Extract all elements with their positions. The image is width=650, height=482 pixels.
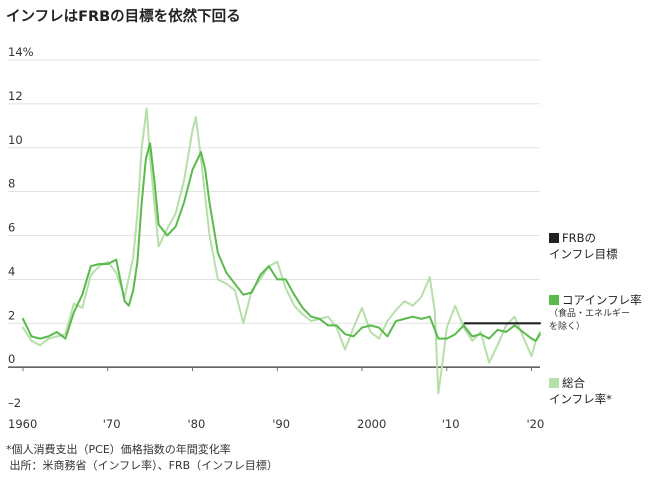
headline-inflation-line xyxy=(22,107,541,395)
footnote-definition: *個人消費支出（PCE）価格指数の年間変化率 xyxy=(6,443,231,456)
legend-label-frb-1: FRBの xyxy=(562,231,596,245)
grid-lines xyxy=(8,59,540,372)
x-tick-label: 1960 xyxy=(8,417,37,431)
y-tick-label: 6 xyxy=(8,221,15,235)
chart-title: インフレはFRBの目標を依然下回る xyxy=(6,9,241,25)
legend-swatch-core xyxy=(549,295,559,305)
legend-sub-core-1: （食品・エネルギー xyxy=(549,309,631,319)
y-tick-label: 4 xyxy=(8,264,15,278)
x-tick-label: '80 xyxy=(188,417,206,431)
x-tick-label: '70 xyxy=(103,417,121,431)
footnote: *個人消費支出（PCE）価格指数の年間変化率 出所：米商務省（インフレ率）、FR… xyxy=(6,442,278,474)
x-tick-label: '90 xyxy=(272,417,290,431)
series-lines xyxy=(22,107,542,395)
y-tick-label: 0 xyxy=(8,352,15,366)
core-inflation-line xyxy=(22,142,541,342)
legend-label-frb-2: インフレ目標 xyxy=(549,247,618,261)
legend-sub-core-2: を除く） xyxy=(549,322,586,332)
legend-frb-target: FRBの インフレ目標 xyxy=(549,230,618,262)
y-tick-label: 2 xyxy=(8,308,15,322)
legend-label-headline-2: インフレ率* xyxy=(549,392,612,406)
x-tick-label: '20 xyxy=(527,417,545,431)
axis-tick-labels: 14% 12 10 8 6 4 2 0 –2 1960 '70 '80 '90 2000 '10 '20 xyxy=(8,45,544,431)
legend-swatch-headline xyxy=(549,378,559,388)
x-tick-label: '10 xyxy=(442,417,460,431)
y-tick-label: 8 xyxy=(8,177,15,191)
legend-core-inflation: コアインフレ率 （食品・エネルギー を除く） xyxy=(549,292,642,334)
y-tick-label: 14% xyxy=(8,45,34,59)
x-tick-label: 2000 xyxy=(357,417,386,431)
legend-label-headline-1: 総合 xyxy=(562,376,585,390)
legend-label-core: コアインフレ率 xyxy=(562,293,642,307)
footnote-source: 出所：米商務省（インフレ率）、FRB（インフレ目標） xyxy=(6,459,278,472)
y-tick-label: –2 xyxy=(8,396,21,410)
legend-swatch-frb xyxy=(549,233,559,243)
y-tick-label: 10 xyxy=(8,133,23,147)
y-tick-label: 12 xyxy=(8,89,23,103)
legend-headline-inflation: 総合 インフレ率* xyxy=(549,375,612,407)
